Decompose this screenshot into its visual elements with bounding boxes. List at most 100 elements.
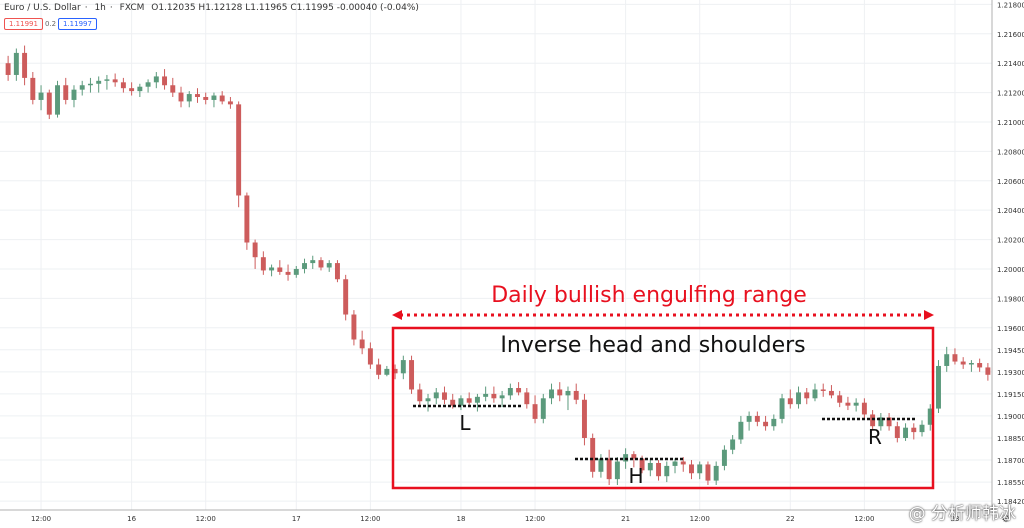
time-axis[interactable]: 12:00 16 12:00 17 12:00 18 12:00 21 12:00 22 12:00… (0, 509, 1011, 525)
candle-body (5, 63, 11, 75)
candle-body (252, 242, 258, 258)
candle (927, 404, 933, 431)
sell-price-button[interactable]: 1.11991 (4, 18, 43, 30)
candle (549, 383, 554, 405)
candle (796, 386, 801, 409)
candle-body (606, 458, 612, 480)
candle (606, 449, 612, 486)
candle (952, 348, 958, 365)
candle-body (219, 95, 225, 102)
candle (244, 192, 250, 250)
candle-body (178, 92, 184, 102)
candle (260, 251, 266, 275)
price-tick-label: 1.20000 (997, 266, 1024, 274)
candle (771, 414, 777, 431)
candle (195, 88, 200, 103)
candle (516, 382, 522, 396)
candle-body (269, 267, 275, 271)
candle (71, 85, 77, 108)
candle-body (120, 82, 126, 89)
candle (763, 415, 769, 431)
candle (787, 389, 793, 409)
candle (417, 383, 423, 408)
candle (845, 396, 851, 411)
candle-body (474, 396, 480, 403)
price-tick-label: 1.20600 (997, 178, 1024, 186)
buy-price-button[interactable]: 1.11997 (58, 18, 97, 30)
candle-body (13, 52, 19, 75)
candle-body (359, 339, 365, 349)
price-tick-label: 1.18850 (997, 435, 1024, 443)
candle-body (878, 417, 884, 427)
candle (985, 363, 991, 381)
price-axis[interactable]: 1.21800 1.21600 1.21400 1.21200 1.21000 1.208… (991, 0, 1024, 528)
candle-body (549, 389, 554, 399)
candle (285, 264, 291, 281)
candle-body (886, 417, 892, 427)
price-tick-label: 1.18700 (997, 457, 1024, 465)
candle (573, 383, 579, 405)
candle (944, 346, 950, 372)
candle-body (853, 402, 859, 406)
candle (713, 461, 719, 486)
candle-body (203, 97, 209, 100)
candle-body (763, 421, 769, 427)
candle-body (779, 398, 785, 419)
candle-body (944, 354, 950, 366)
candle-body (450, 399, 456, 406)
symbol-name[interactable]: Euro / U.S. Dollar (4, 3, 81, 13)
candle-body (392, 368, 398, 374)
candle-body (129, 88, 135, 92)
candle-body (540, 398, 546, 419)
candle (903, 423, 909, 441)
candle (894, 421, 900, 443)
price-tick-label: 1.20800 (997, 148, 1024, 156)
price-axis-bg (992, 0, 1024, 528)
candle (170, 77, 176, 98)
time-tick-label: 16 (127, 515, 136, 523)
candle-body (409, 360, 415, 390)
candle-body (647, 462, 653, 471)
candle-body (466, 398, 472, 403)
candle (334, 260, 340, 283)
candle-body (754, 415, 760, 422)
candle (310, 255, 316, 269)
price-tick-label: 1.19800 (997, 295, 1024, 303)
candle-body (376, 364, 382, 375)
candle-body (170, 85, 176, 93)
candle (647, 458, 653, 477)
candle (870, 410, 876, 431)
time-tick-label: 18 (456, 515, 465, 523)
candle (656, 460, 662, 481)
candle-body (334, 263, 340, 280)
candle-body (721, 449, 727, 466)
candle (129, 82, 135, 96)
time-tick-label: 12:00 (690, 515, 710, 523)
candle (540, 393, 546, 424)
time-tick-label: 21 (621, 515, 630, 523)
candle (376, 358, 382, 380)
candle (565, 386, 571, 411)
settings-gear-icon[interactable]: ⚙ (1002, 514, 1011, 525)
candle-body (30, 77, 36, 100)
candle (392, 364, 398, 380)
candle-body (244, 195, 250, 243)
candle-body (911, 427, 917, 433)
candle (861, 398, 867, 419)
candle-body (977, 363, 983, 368)
candle (837, 390, 843, 408)
interval-label[interactable]: 1h (94, 3, 106, 13)
candle-body (277, 267, 283, 272)
time-tick-label: 12:00 (525, 515, 545, 523)
candle-body (162, 76, 168, 86)
candles-layer (5, 45, 991, 486)
candle (598, 454, 604, 478)
candle (614, 457, 620, 486)
chart-grid (0, 0, 992, 510)
candle (664, 461, 670, 483)
time-tick-label: 22 (786, 515, 795, 523)
price-tick-label: 1.21000 (997, 119, 1024, 127)
price-tick-label: 1.20200 (997, 237, 1024, 245)
candle-body (919, 424, 925, 433)
